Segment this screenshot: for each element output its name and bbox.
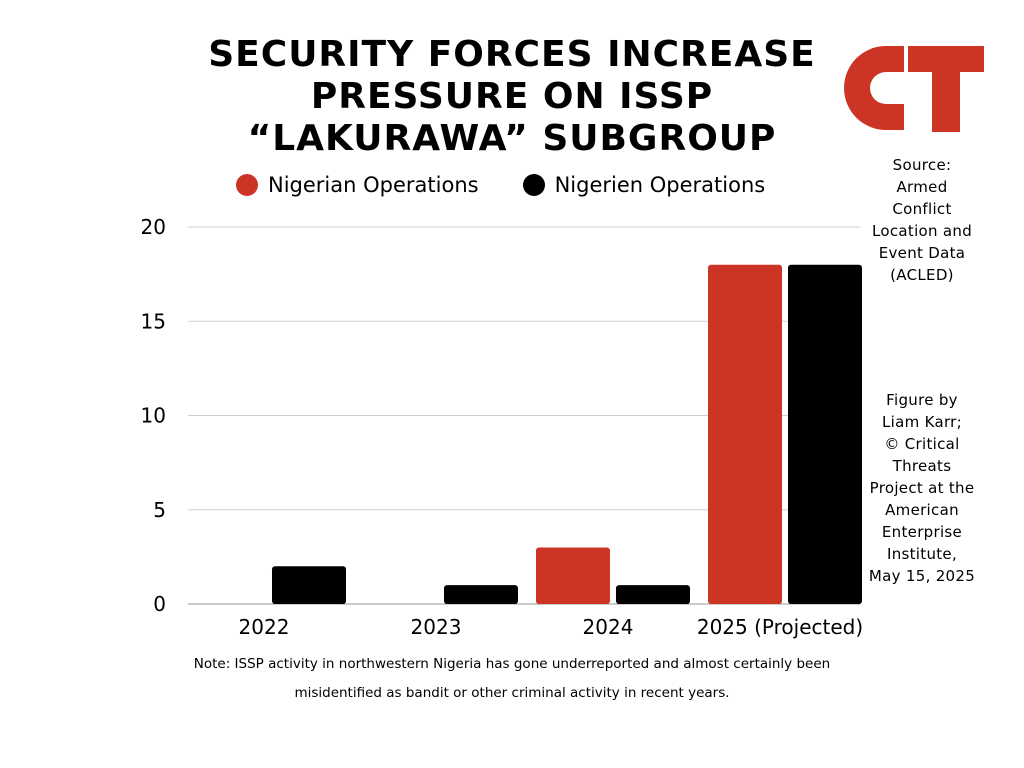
source-line: Event Data xyxy=(878,244,966,262)
title-line: PRESSURE ON ISSP xyxy=(310,76,714,117)
source-line: Source: xyxy=(892,156,952,174)
bar-nigerien-1 xyxy=(444,585,518,604)
y-tick-label: 0 xyxy=(153,592,166,616)
legend-label-nigerian: Nigerian Operations xyxy=(268,173,479,197)
source-line: Armed xyxy=(896,178,948,196)
footnote-line: Note: ISSP activity in northwestern Nige… xyxy=(193,656,831,672)
x-tick-label: 2023 xyxy=(411,615,462,639)
source-line: (ACLED) xyxy=(890,266,954,284)
credit-line: Threats xyxy=(892,457,952,475)
title-line: SECURITY FORCES INCREASE xyxy=(208,34,816,75)
title-line: “LAKURAWA” SUBGROUP xyxy=(247,118,777,159)
legend-item-nigerian: Nigerian Operations xyxy=(236,173,479,197)
credit-line: Liam Karr; xyxy=(882,413,962,431)
legend-swatch-nigerien xyxy=(522,174,545,196)
source-line: Location and xyxy=(871,222,973,240)
bar-nigerian-2 xyxy=(536,547,610,604)
credit-line: © Critical xyxy=(884,435,960,453)
y-tick-label: 10 xyxy=(141,404,166,428)
bar-nigerian-3 xyxy=(708,264,782,604)
y-tick-label: 20 xyxy=(141,215,166,239)
footnote-line: misidentified as bandit or other crimina… xyxy=(294,685,730,701)
credit-line: May 15, 2025 xyxy=(868,567,976,585)
legend-label-nigerien: Nigerien Operations xyxy=(554,173,766,197)
bar-nigerien-2 xyxy=(616,585,690,604)
y-tick-label: 15 xyxy=(141,309,166,333)
credit-line: Enterprise xyxy=(881,523,963,541)
ct-logo: CT xyxy=(844,46,984,132)
legend-item-nigerien: Nigerien Operations xyxy=(522,173,766,197)
bar-nigerien-0 xyxy=(272,566,346,604)
logo-c-shape xyxy=(844,46,904,130)
bar-nigerien-3 xyxy=(788,264,862,604)
x-tick-label: 2024 xyxy=(583,615,634,639)
credit-line: American xyxy=(885,501,959,519)
credit-line: Figure by xyxy=(886,391,958,409)
credit-note: Figure by Liam Karr; © Critical Threats … xyxy=(856,389,988,587)
footnote: Note: ISSP activity in northwestern Nige… xyxy=(140,650,884,708)
legend-swatch-nigerian xyxy=(236,174,258,196)
x-tick-label: 2022 xyxy=(239,615,290,639)
logo-t-stem xyxy=(932,46,960,132)
x-tick-label: 2025 (Projected) xyxy=(697,615,863,639)
chart-title: SECURITY FORCES INCREASE PRESSURE ON ISS… xyxy=(160,34,864,160)
source-note: Source: Armed Conflict Location and Even… xyxy=(856,154,988,286)
y-tick-label: 5 xyxy=(153,498,166,522)
legend: Nigerian Operations Nigerien Operations xyxy=(236,170,809,200)
source-line: Conflict xyxy=(892,200,952,218)
credit-line: Institute, xyxy=(886,545,958,563)
credit-line: Project at the xyxy=(869,479,975,497)
